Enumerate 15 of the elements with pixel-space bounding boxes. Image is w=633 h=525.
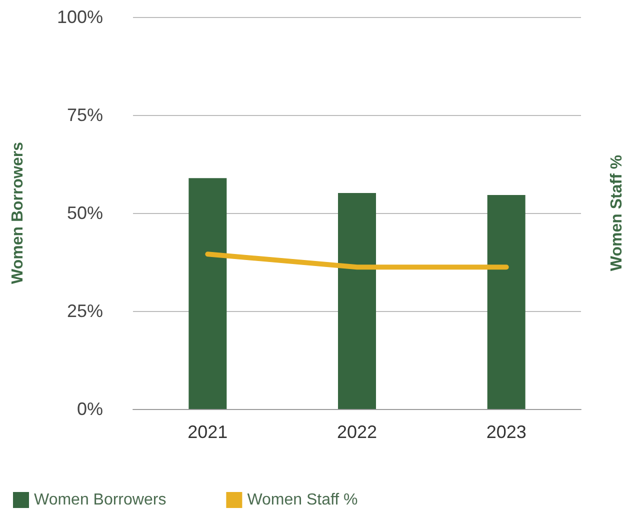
y-tick-label: 0%	[76, 399, 103, 419]
x-tick-label: 2021	[188, 422, 228, 442]
y-tick-label: 100%	[56, 7, 103, 27]
y2-axis-title: Women Staff %	[608, 154, 626, 272]
bar	[188, 178, 227, 409]
x-tick-label: 2023	[486, 422, 526, 442]
y-tick-label: 75%	[66, 105, 103, 125]
y-tick-label: 25%	[66, 301, 103, 321]
bar	[338, 193, 376, 409]
y-tick-label: 50%	[66, 203, 103, 223]
x-tick-label: 2022	[336, 422, 378, 442]
y-axis-title: Women Borrowers	[10, 142, 26, 284]
bar	[487, 194, 526, 409]
legend-label: Women Borrowers	[34, 492, 166, 508]
legend-label: Women Staff %	[247, 492, 358, 508]
